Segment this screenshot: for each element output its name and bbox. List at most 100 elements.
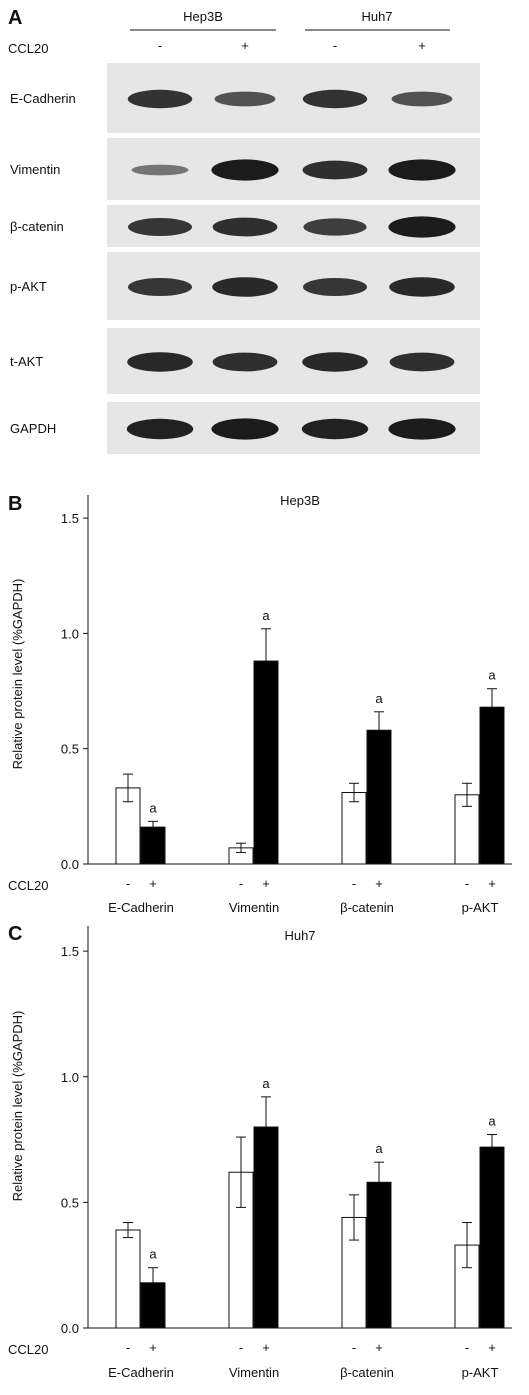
blot-band-t-akt-lane-3 [302,352,368,372]
significance-label-huh7-vimentin: a [262,1076,270,1091]
bar-huh7-e-cadherin-control [115,1229,141,1329]
blot-band-vimentin-lane-4 [388,159,456,181]
bar-huh7-vimentin-ccl20 [253,1126,279,1329]
bar-hep3b-beta-catenin-control [341,792,367,865]
y-axis-title-hep3b: Relative protein level (%GAPDH) [10,579,25,770]
category-label-hep3b-vimentin: Vimentin [229,900,279,915]
sign-label-huh7-e-cadherin-2: + [149,1340,157,1355]
category-label-huh7-p-akt: p-AKT [462,1365,499,1380]
category-label-hep3b-e-cadherin: E-Cadherin [108,900,174,915]
sign-label-hep3b-p-akt-1: - [465,876,469,891]
y-tick-label-huh7-0-5: 0.5 [61,1195,79,1210]
y-tick-label-huh7-1-0: 1.0 [61,1070,79,1085]
category-label-huh7-e-cadherin: E-Cadherin [108,1365,174,1380]
sign-label-huh7-beta-catenin-2: + [375,1340,383,1355]
blot-band-t-akt-lane-4 [389,352,455,372]
chart-plot-hep3b: 0.0 0.5 1.0 1.5 - + a E-Cadherin - + a Vimentin - + a β… [61,495,512,915]
blot-band-p-akt-lane-3 [303,278,367,296]
panel-a-western-blot: A Hep3B Huh7 CCL20 - + - + E-Cadherin Vim… [8,7,480,454]
sign-label-huh7-p-akt-2: + [488,1340,496,1355]
chart-plot-huh7: 0.0 0.5 1.0 1.5 - + a E-Cadherin - + a Vimentin - + a β… [61,926,512,1380]
group-label-huh7: CCL20 [8,1342,48,1357]
sign-label-huh7-beta-catenin-1: - [352,1340,356,1355]
category-label-hep3b-p-akt: p-AKT [462,900,499,915]
blot-band-vimentin-lane-1 [131,164,189,176]
blot-band-e-cadherin-lane-1 [127,89,193,109]
blot-band-p-akt-lane-2 [212,277,278,297]
blot-band-vimentin-lane-3 [302,160,368,180]
bar-hep3b-p-akt-ccl20 [479,706,505,865]
lane-sign-1: - [158,38,162,53]
blot-band-gapdh-lane-2 [211,418,279,440]
blot-label-e-cadherin: E-Cadherin [10,91,76,106]
blot-band-t-akt-lane-1 [127,352,193,372]
blot-band-gapdh-lane-1 [126,418,194,440]
significance-label-huh7-beta-catenin: a [375,1141,383,1156]
sign-label-hep3b-p-akt-2: + [488,876,496,891]
category-label-hep3b-beta-catenin: β-catenin [340,900,394,915]
blot-band-beta-catenin-lane-2 [212,217,278,237]
significance-label-hep3b-p-akt: a [488,668,496,683]
cell-line-label-hep3b: Hep3B [183,9,223,24]
blot-label-vimentin: Vimentin [10,162,60,177]
sign-label-hep3b-vimentin-1: - [239,876,243,891]
sign-label-huh7-p-akt-1: - [465,1340,469,1355]
lane-sign-3: - [333,38,337,53]
panel-c-huh7-chart: C Huh7 Relative protein level (%GAPDH) C… [8,923,512,1380]
blot-band-beta-catenin-lane-4 [388,216,456,238]
panel-letter-b: B [8,493,22,515]
panel-letter-a: A [8,7,22,29]
significance-label-huh7-p-akt: a [488,1114,496,1129]
blot-band-e-cadherin-lane-4 [391,91,453,107]
bar-hep3b-beta-catenin-ccl20 [366,729,392,865]
sign-label-hep3b-e-cadherin-1: - [126,876,130,891]
blot-band-vimentin-lane-2 [211,159,279,181]
y-tick-label-huh7-1-5: 1.5 [61,944,79,959]
cell-line-label-huh7: Huh7 [361,9,392,24]
significance-label-hep3b-vimentin: a [262,608,270,623]
y-tick-label-hep3b-0-5: 0.5 [61,742,79,757]
bar-hep3b-vimentin-ccl20 [253,660,279,865]
sign-label-hep3b-e-cadherin-2: + [149,876,157,891]
lane-sign-4: + [418,38,426,53]
blot-label-gapdh: GAPDH [10,421,56,436]
lane-sign-2: + [241,38,249,53]
chart-title-huh7: Huh7 [284,928,315,943]
blot-band-beta-catenin-lane-3 [303,218,367,236]
category-label-huh7-beta-catenin: β-catenin [340,1365,394,1380]
y-tick-label-huh7-0-0: 0.0 [61,1321,79,1336]
sign-label-huh7-vimentin-2: + [262,1340,270,1355]
panel-b-hep3b-chart: B Hep3B Relative protein level (%GAPDH) … [8,493,512,915]
sign-label-huh7-e-cadherin-1: - [126,1340,130,1355]
bar-hep3b-e-cadherin-ccl20 [140,826,166,865]
bar-huh7-e-cadherin-ccl20 [140,1282,166,1329]
blot-band-gapdh-lane-3 [301,418,369,440]
blot-band-gapdh-lane-4 [388,418,456,440]
bar-huh7-p-akt-ccl20 [479,1146,505,1329]
blot-band-e-cadherin-lane-2 [214,91,276,107]
sign-label-hep3b-vimentin-2: + [262,876,270,891]
y-axis-title-huh7: Relative protein level (%GAPDH) [10,1011,25,1202]
blot-band-beta-catenin-lane-1 [128,218,192,236]
blot-label-t-akt: t-AKT [10,354,43,369]
blot-band-e-cadherin-lane-3 [302,89,368,109]
sign-label-hep3b-beta-catenin-2: + [375,876,383,891]
category-label-huh7-vimentin: Vimentin [229,1365,279,1380]
y-tick-label-hep3b-1-5: 1.5 [61,511,79,526]
bar-huh7-beta-catenin-ccl20 [366,1181,392,1329]
significance-label-hep3b-e-cadherin: a [149,800,157,815]
blot-treatment-label: CCL20 [8,41,48,56]
significance-label-huh7-e-cadherin: a [149,1247,157,1262]
sign-label-hep3b-beta-catenin-1: - [352,876,356,891]
chart-title-hep3b: Hep3B [280,493,320,508]
panel-letter-c: C [8,923,22,945]
y-tick-label-hep3b-1-0: 1.0 [61,626,79,641]
blot-label-beta-catenin: β-catenin [10,219,64,234]
blot-rows: E-Cadherin Vimentin β-catenin p-AKT t-AKT GAP… [10,63,480,454]
blot-band-p-akt-lane-4 [389,277,455,297]
group-label-hep3b: CCL20 [8,878,48,893]
blot-label-p-akt: p-AKT [10,279,47,294]
blot-band-p-akt-lane-1 [128,278,192,296]
